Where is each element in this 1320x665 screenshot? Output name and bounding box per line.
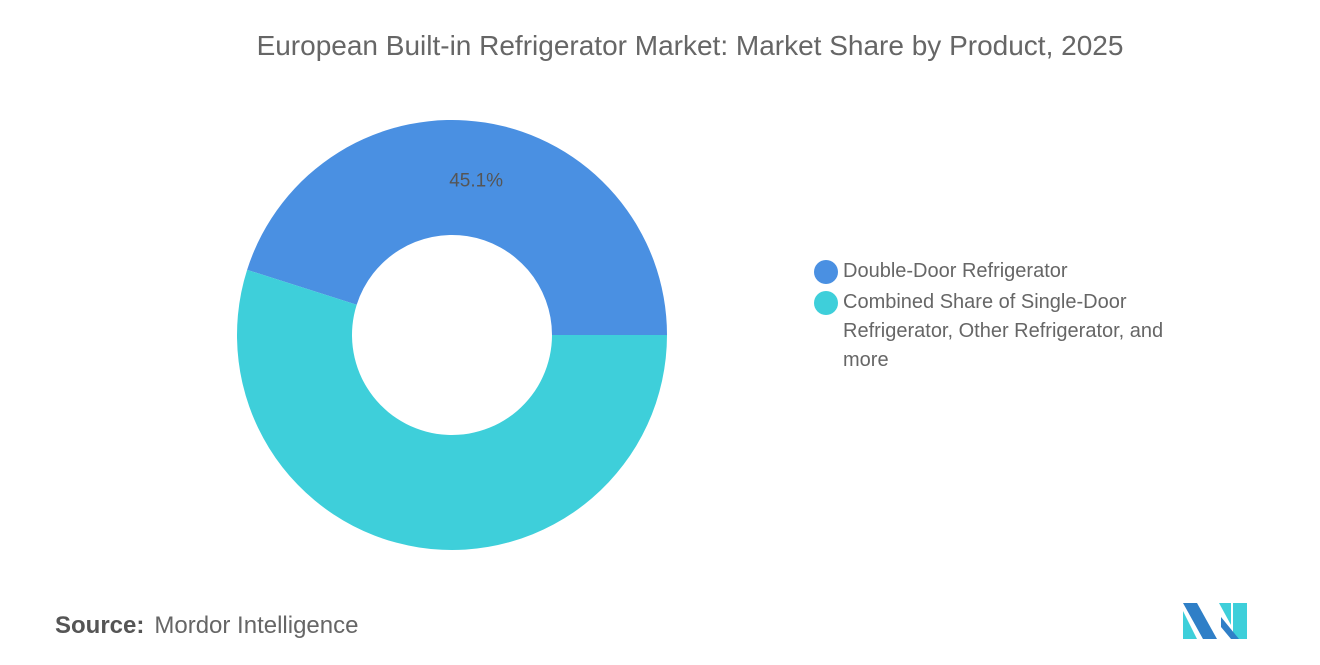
source-note: Source: Mordor Intelligence: [55, 612, 358, 640]
legend-swatch: [814, 291, 838, 315]
chart-title: European Built-in Refrigerator Market: M…: [256, 30, 1124, 61]
legend-label: Double-Door Refrigerator: [843, 260, 1068, 282]
legend-item-combined: Combined Share of Single-Door Refrigerat…: [814, 288, 1214, 375]
legend-item-double-door: Double-Door Refrigerator: [814, 257, 1214, 286]
legend-label: Combined Share of Single-Door Refrigerat…: [843, 291, 1164, 371]
donut-slice-0: [247, 119, 667, 335]
legend: Double-Door Refrigerator Combined Share …: [814, 257, 1214, 377]
data-label-0: 45.1%: [449, 170, 503, 191]
donut-chart: 45.1%: [237, 119, 667, 550]
mordor-logo: [1183, 603, 1247, 639]
source-label: Source:: [55, 612, 145, 639]
source-value: Mordor Intelligence: [154, 612, 359, 639]
donut-slice-1: [237, 269, 667, 550]
legend-swatch: [814, 260, 838, 284]
